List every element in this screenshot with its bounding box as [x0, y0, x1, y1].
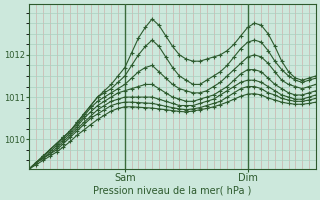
X-axis label: Pression niveau de la mer( hPa ): Pression niveau de la mer( hPa )	[93, 186, 252, 196]
